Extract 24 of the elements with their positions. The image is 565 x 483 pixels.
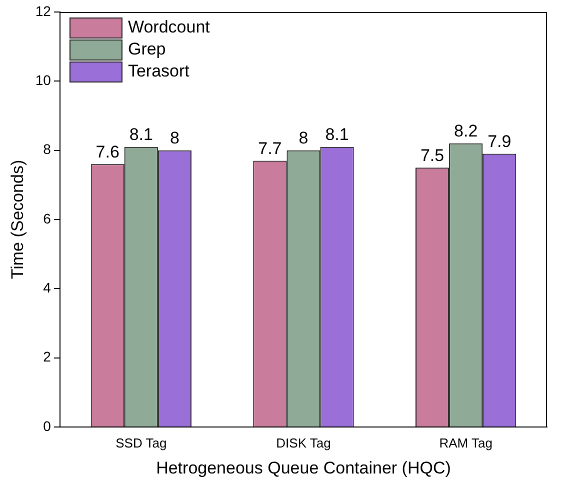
data-label: 7.9 [488,132,512,151]
data-label: 8 [298,128,308,148]
data-label: 8.1 [129,125,153,144]
data-label: 8.1 [325,125,349,144]
x-tick-label: DISK Tag [276,435,331,450]
y-tick-label: 8 [43,141,52,158]
data-label: 8.2 [454,122,478,141]
data-label: 7.5 [420,146,444,165]
x-tick-label: RAM Tag [439,435,492,450]
data-label: 7.6 [96,142,120,162]
data-label: 8 [170,128,180,148]
data-label: 7.7 [258,138,282,158]
y-tick-label: 4 [43,280,52,296]
y-tick-label: 2 [43,348,52,365]
y-tick-label: 12 [35,2,52,19]
legend-label: Terasort [128,62,190,81]
y-tick-label: 10 [35,72,52,88]
y-tick-label: 6 [43,210,52,226]
y-axis-title: Time (Seconds) [8,160,27,280]
legend-label: Wordcount [128,18,210,37]
x-axis-title: Hetrogeneous Queue Container (HQC) [156,458,451,478]
legend-label: Grep [128,40,166,59]
x-tick-label: SSD Tag [116,435,167,450]
y-tick-label: 0 [43,418,52,434]
